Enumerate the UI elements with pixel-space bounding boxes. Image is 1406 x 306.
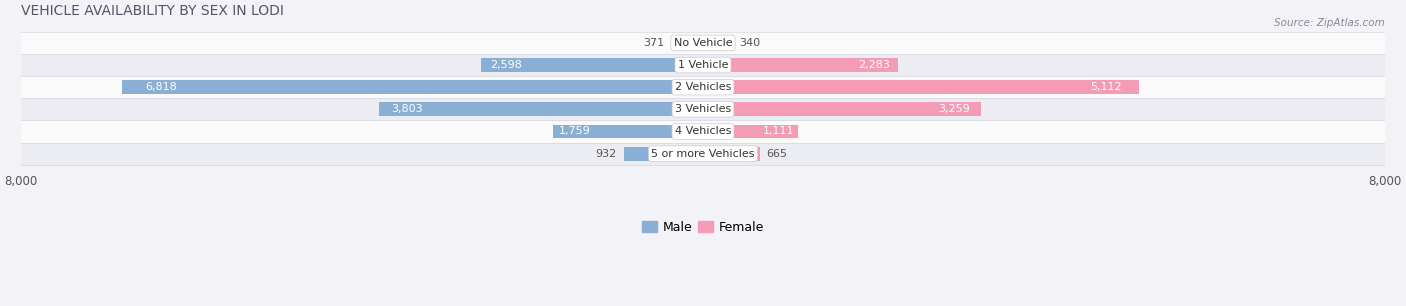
Text: 6,818: 6,818 [145, 82, 177, 92]
Text: 3,259: 3,259 [938, 104, 970, 114]
Text: 5 or more Vehicles: 5 or more Vehicles [651, 149, 755, 159]
Bar [0, 98, 1406, 121]
Text: 2,598: 2,598 [491, 60, 522, 70]
Text: 3 Vehicles: 3 Vehicles [675, 104, 731, 114]
Text: 371: 371 [644, 38, 665, 48]
Text: 3,803: 3,803 [392, 104, 423, 114]
Text: 665: 665 [766, 149, 787, 159]
Text: 932: 932 [596, 149, 617, 159]
Text: Source: ZipAtlas.com: Source: ZipAtlas.com [1274, 18, 1385, 28]
Text: VEHICLE AVAILABILITY BY SEX IN LODI: VEHICLE AVAILABILITY BY SEX IN LODI [21, 4, 284, 18]
Bar [703, 58, 897, 72]
Text: 5,112: 5,112 [1090, 82, 1122, 92]
Bar [0, 121, 1406, 143]
Bar [121, 80, 703, 94]
Bar [623, 147, 703, 161]
Bar [671, 36, 703, 50]
Text: 1,759: 1,759 [560, 126, 591, 136]
Text: 1 Vehicle: 1 Vehicle [678, 60, 728, 70]
Bar [0, 54, 1406, 76]
Text: No Vehicle: No Vehicle [673, 38, 733, 48]
Bar [703, 103, 981, 116]
Text: 1,111: 1,111 [762, 126, 794, 136]
Text: 2,283: 2,283 [858, 60, 890, 70]
Legend: Male, Female: Male, Female [637, 216, 769, 239]
Bar [0, 76, 1406, 98]
Bar [703, 80, 1139, 94]
Text: 2 Vehicles: 2 Vehicles [675, 82, 731, 92]
Bar [481, 58, 703, 72]
Bar [703, 125, 797, 138]
Text: 340: 340 [738, 38, 759, 48]
Bar [703, 36, 733, 50]
Bar [0, 32, 1406, 54]
Bar [378, 103, 703, 116]
Bar [703, 147, 759, 161]
Bar [553, 125, 703, 138]
Text: 4 Vehicles: 4 Vehicles [675, 126, 731, 136]
Bar [0, 143, 1406, 165]
